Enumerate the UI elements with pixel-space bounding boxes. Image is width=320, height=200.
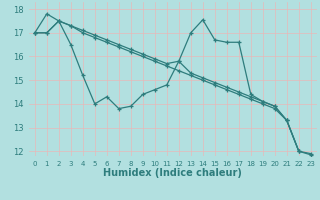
- X-axis label: Humidex (Indice chaleur): Humidex (Indice chaleur): [103, 168, 242, 178]
